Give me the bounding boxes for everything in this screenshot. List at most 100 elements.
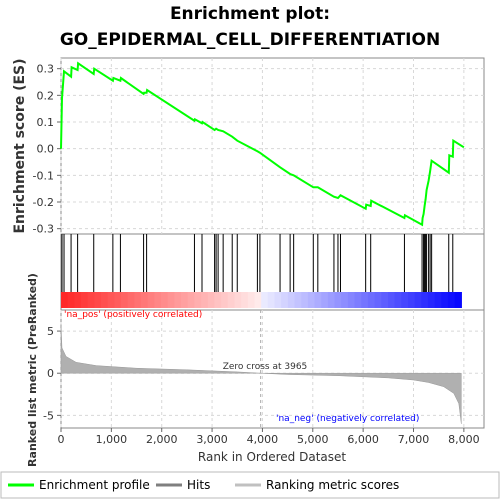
color-bar-segment xyxy=(447,292,456,308)
es-grid xyxy=(60,58,484,234)
color-bar-segment xyxy=(127,292,135,308)
x-axis-label: Rank in Ordered Dataset xyxy=(198,450,346,464)
color-bar-segment xyxy=(167,292,176,308)
color-bar-segment xyxy=(421,292,429,308)
color-bar-segment xyxy=(241,292,249,308)
x-tick-label: 1,000 xyxy=(96,433,128,446)
x-tick-label: 3,000 xyxy=(196,433,228,446)
color-bar-segment xyxy=(374,292,382,308)
color-bar-segment xyxy=(234,292,242,308)
color-bar-segment xyxy=(294,292,302,308)
color-bar-segment xyxy=(247,292,256,308)
es-y-tick-label: -0.1 xyxy=(33,169,54,182)
rank-y-axis: 5 0 -5 xyxy=(43,325,61,422)
color-bar-segment xyxy=(441,292,449,308)
es-y-axis-label: Enrichment score (ES) xyxy=(12,58,28,233)
color-bar-segment xyxy=(327,292,336,308)
legend-label-hits: Hits xyxy=(187,478,210,492)
x-tick-label: 5,000 xyxy=(297,433,329,446)
color-bar-segment xyxy=(301,292,309,308)
chart-title-line1: Enrichment plot: xyxy=(170,4,330,24)
chart-title-line2: GO_EPIDERMAL_CELL_DIFFERENTIATION xyxy=(60,30,440,50)
es-y-tick-label: 0.0 xyxy=(37,143,55,156)
color-bar-segment xyxy=(414,292,422,308)
color-bar-segment xyxy=(67,292,75,308)
color-bar-segment xyxy=(194,292,202,308)
color-bar-segment xyxy=(161,292,169,308)
color-bar-segment xyxy=(107,292,115,308)
x-tick-label: 2,000 xyxy=(146,433,178,446)
color-bar-segment xyxy=(407,292,416,308)
color-bar-segment xyxy=(307,292,316,308)
legend: Enrichment profile Hits Ranking metric s… xyxy=(0,471,500,499)
color-bar-segment xyxy=(454,292,462,308)
color-bar-segment xyxy=(227,292,236,308)
x-tick-label: 6,000 xyxy=(347,433,379,446)
es-y-axis: 0.3 0.2 0.1 0.0 -0.1 -0.2 -0.3 xyxy=(33,63,61,236)
color-bar-segment xyxy=(94,292,102,308)
color-bar-segment xyxy=(281,292,289,308)
color-bar-segment xyxy=(401,292,409,308)
color-bar-segment xyxy=(221,292,229,308)
color-bar-segment xyxy=(261,292,269,308)
x-tick-label: 4,000 xyxy=(247,433,279,446)
color-bar-segment xyxy=(274,292,282,308)
color-bar-segment xyxy=(187,292,196,308)
color-bar-segment xyxy=(361,292,369,308)
rank-y-tick-label: -5 xyxy=(43,409,54,422)
color-bar-segment xyxy=(181,292,189,308)
rank-y-tick-label: 5 xyxy=(47,325,54,338)
correlation-color-bar xyxy=(61,292,462,308)
color-bar-segment xyxy=(334,292,342,308)
es-y-tick-label: -0.2 xyxy=(33,196,54,209)
color-bar-segment xyxy=(321,292,329,308)
color-bar-segment xyxy=(314,292,322,308)
color-bar-segment xyxy=(174,292,182,308)
color-bar-segment xyxy=(121,292,129,308)
zero-cross-label: Zero cross at 3965 xyxy=(223,362,308,372)
color-bar-segment xyxy=(81,292,89,308)
legend-label-ranking-metric: Ranking metric scores xyxy=(266,478,399,492)
color-bar-segment xyxy=(427,292,436,308)
color-bar-segment xyxy=(74,292,82,308)
es-y-tick-label: 0.1 xyxy=(37,116,55,129)
color-bar-segment xyxy=(394,292,402,308)
color-bar-segment xyxy=(341,292,349,308)
color-bar-segment xyxy=(287,292,296,308)
color-bar-segment xyxy=(387,292,396,308)
color-bar-segment xyxy=(114,292,122,308)
pos-label: 'na_pos' (positively correlated) xyxy=(64,310,202,320)
x-axis: 0 1,000 2,000 3,000 4,000 5,000 6,000 7,000 8,00… xyxy=(58,310,480,446)
color-bar-segment xyxy=(254,292,262,308)
color-bar-segment xyxy=(61,292,69,308)
color-bar-segment xyxy=(267,292,276,308)
color-bar-segment xyxy=(381,292,389,308)
color-bar-segment xyxy=(201,292,209,308)
es-y-tick-label: 0.3 xyxy=(37,63,55,76)
color-bar-segment xyxy=(134,292,142,308)
color-bar-segment xyxy=(147,292,156,308)
rank-y-axis-label: Ranked list metric (PreRanked) xyxy=(26,273,39,467)
x-tick-label: 8,000 xyxy=(448,433,480,446)
es-panel xyxy=(60,57,485,235)
es-y-tick-label: 0.2 xyxy=(37,89,55,102)
color-bar-segment xyxy=(367,292,376,308)
color-bar-segment xyxy=(434,292,442,308)
legend-label-enrichment-profile: Enrichment profile xyxy=(39,478,150,492)
color-bar-segment xyxy=(154,292,162,308)
hit-markers xyxy=(61,234,454,292)
enrichment-profile-line xyxy=(60,61,465,227)
color-bar-segment xyxy=(101,292,109,308)
color-bar-segment xyxy=(354,292,362,308)
color-bar-segment xyxy=(141,292,149,308)
x-tick-label: 0 xyxy=(58,433,65,446)
x-tick-label: 7,000 xyxy=(398,433,430,446)
color-bar-segment xyxy=(347,292,356,308)
color-bar-segment xyxy=(207,292,216,308)
color-bar-segment xyxy=(214,292,222,308)
neg-label: 'na_neg' (negatively correlated) xyxy=(276,414,419,424)
color-bar-segment xyxy=(87,292,95,308)
rank-y-tick-label: 0 xyxy=(47,367,54,380)
ranked-metric-area xyxy=(60,324,462,424)
